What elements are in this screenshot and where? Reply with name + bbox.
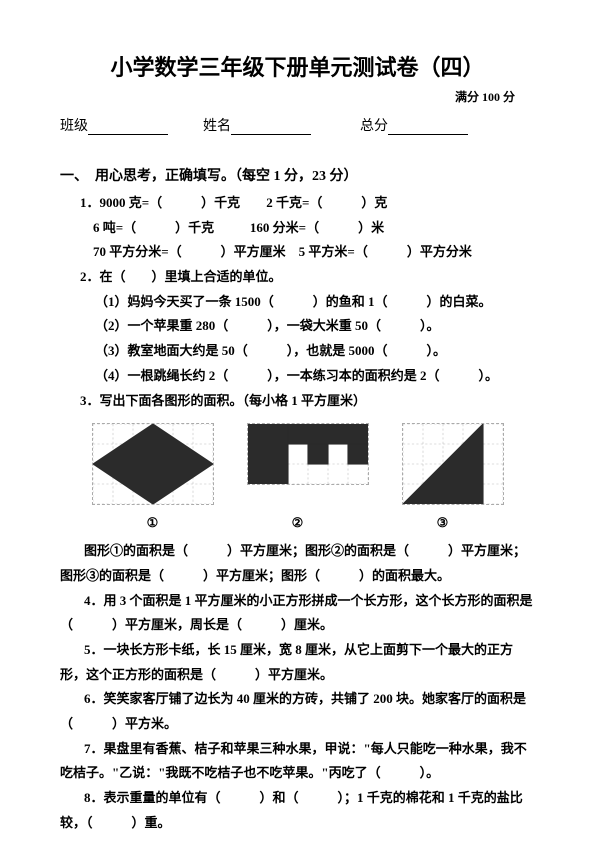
q1-num: 1． [80,195,100,210]
q3-text: 图形①的面积是（ ）平方厘米；图形②的面积是（ ）平方厘米；图形③的面积是（ ）… [60,539,535,588]
full-score: 满分 100 分 [60,88,535,105]
figure-labels: ① ② ③ [80,515,515,531]
fig-label-2: ② [292,515,304,531]
q2-2: （2）一个苹果重 280（ ），一袋大米重 50（ ）。 [95,314,535,339]
q6: 6．笑笑家客厅铺了边长为 40 厘米的方砖，共铺了 200 块。她家客厅的面积是… [60,687,535,736]
q2-4: （4）一根跳绳长约 2（ ），一本练习本的面积约是 2（ ）。 [95,364,535,389]
student-info-line: 班级 姓名 总分 [60,115,535,135]
q1a: 9000 克=（ ）千克 [100,195,241,210]
q1e: 70 平方分米=（ ）平方厘米 [93,244,286,259]
q1f: 5 平方米=（ ）平方分米 [299,244,472,259]
q5: 5．一块长方形卡纸，长 15 厘米，宽 8 厘米，从它上面剪下一个最大的正方形，… [60,638,535,687]
fig-label-3: ③ [437,515,449,531]
page-title: 小学数学三年级下册单元测试卷（四） [60,50,535,82]
section-1-head: 一、 用心思考，正确填写。（每空 1 分，23 分） [60,165,535,185]
figure-1 [92,423,214,505]
q1: 1．9000 克=（ ）千克 2 千克=（ ）克 6 吨=（ ）千克 160 分… [80,191,535,265]
q1d: 160 分米=（ ）米 [250,220,384,235]
figures-row [80,423,515,505]
score-blank[interactable] [388,120,468,135]
figure-3 [402,423,504,505]
fig-label-1: ① [147,515,159,531]
q2-3: （3）教室地面大约是 50（ ），也就是 5000（ ）。 [95,339,535,364]
class-label: 班级 [60,119,88,134]
q7: 7．果盘里有香蕉、桔子和苹果三种水果，甲说："每人只能吃一种水果，我不吃桔子。"… [60,737,535,786]
q2: 2．在（ ）里填上合适的单位。 [80,265,535,290]
name-label: 姓名 [203,119,231,134]
q4: 4．用 3 个面积是 1 平方厘米的小正方形拼成一个长方形，这个长方形的面积是（… [60,589,535,638]
name-blank[interactable] [231,120,311,135]
figure-2 [247,423,369,485]
q3: 3．写出下面各图形的面积。（每小格 1 平方厘米） [80,389,535,414]
q1c: 6 吨=（ ）千克 [93,220,214,235]
q1b: 2 千克=（ ）克 [266,195,387,210]
q8: 8．表示重量的单位有（ ）和（ ）；1 千克的棉花和 1 千克的盐比较，（ ）重… [60,786,535,835]
q2-1: （1）妈妈今天买了一条 1500（ ）的鱼和 1（ ）的白菜。 [95,290,535,315]
score-label: 总分 [360,119,388,134]
class-blank[interactable] [88,120,168,135]
